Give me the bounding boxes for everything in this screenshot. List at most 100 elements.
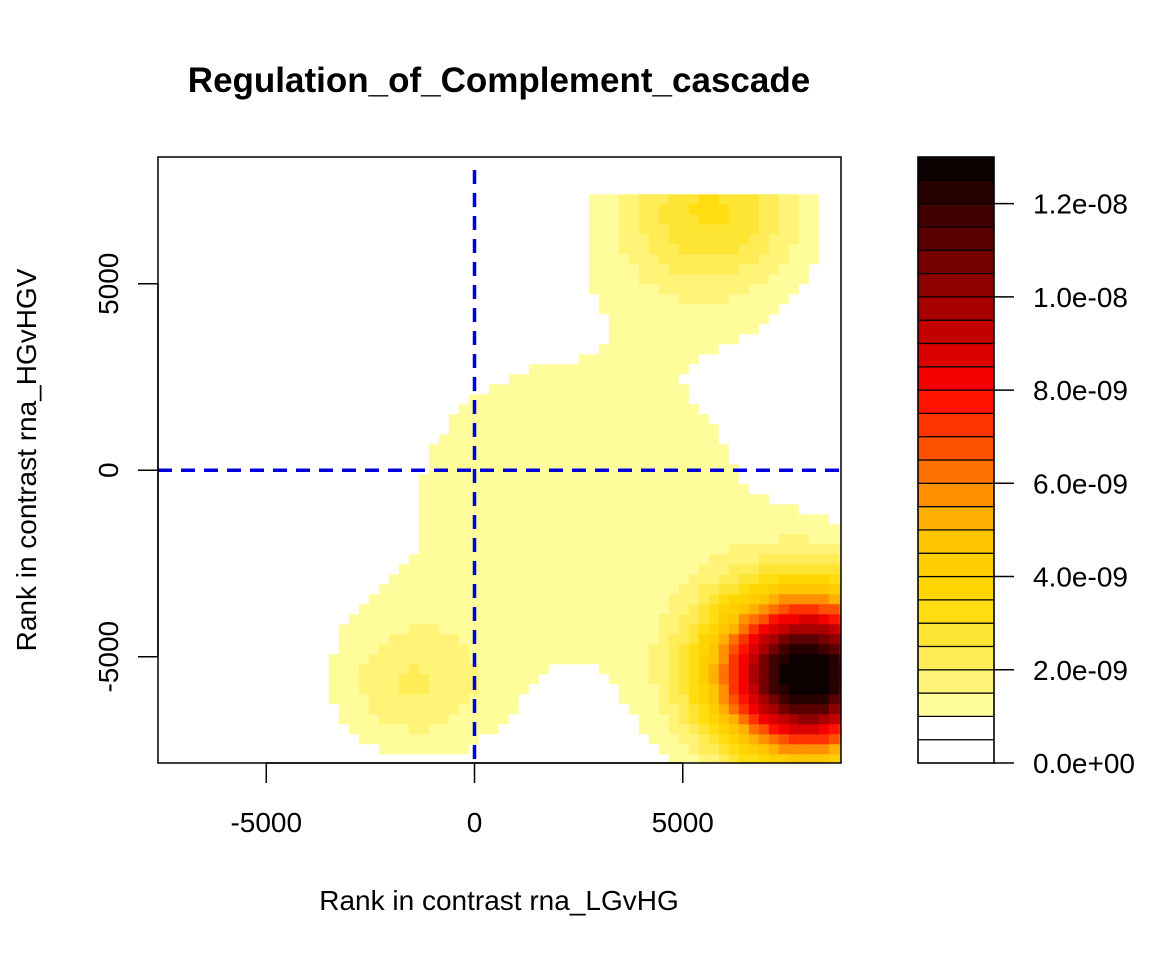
density-cell xyxy=(838,654,841,665)
density-cell xyxy=(658,254,670,265)
density-cell xyxy=(378,534,390,545)
density-cell xyxy=(498,714,510,725)
density-cell xyxy=(618,594,630,605)
density-cell xyxy=(318,514,330,525)
density-cell xyxy=(408,224,420,235)
density-cell xyxy=(518,594,530,605)
density-cell xyxy=(818,454,830,465)
density-cell xyxy=(228,564,240,575)
density-cell xyxy=(408,634,420,645)
density-cell xyxy=(778,744,790,755)
density-cell xyxy=(178,384,190,395)
density-cell xyxy=(558,744,570,755)
density-cell xyxy=(378,684,390,695)
density-cell xyxy=(658,404,670,415)
density-cell xyxy=(568,634,580,645)
density-cell xyxy=(388,544,400,555)
density-cell xyxy=(448,594,460,605)
density-cell xyxy=(818,604,830,615)
density-cell xyxy=(308,694,320,705)
density-cell xyxy=(308,344,320,355)
density-cell xyxy=(638,524,650,535)
density-cell xyxy=(818,304,830,315)
density-cell xyxy=(698,734,710,745)
density-cell xyxy=(438,204,450,215)
density-cell xyxy=(448,264,460,275)
density-cell xyxy=(328,284,340,295)
density-cell xyxy=(698,454,710,465)
density-cell xyxy=(678,654,690,665)
density-cell xyxy=(268,404,280,415)
density-cell xyxy=(628,264,640,275)
colorbar: 0.0e+002.0e-094.0e-096.0e-098.0e-091.0e-… xyxy=(917,156,1135,779)
density-cell xyxy=(448,494,460,505)
density-cell xyxy=(238,434,250,445)
density-cell xyxy=(228,254,240,265)
density-cell xyxy=(598,344,610,355)
density-cell xyxy=(438,454,450,465)
density-cell xyxy=(738,604,750,615)
density-cell xyxy=(518,634,530,645)
density-cell xyxy=(528,354,540,365)
density-cell xyxy=(668,314,680,325)
density-cell xyxy=(438,294,450,305)
density-cell xyxy=(398,734,410,745)
density-cell xyxy=(778,484,790,495)
density-cell xyxy=(788,374,800,385)
density-cell xyxy=(188,484,200,495)
density-cell xyxy=(798,534,810,545)
density-cell xyxy=(378,734,390,745)
density-cell xyxy=(788,394,800,405)
density-cell xyxy=(718,554,730,565)
density-cell xyxy=(668,194,680,205)
density-cell xyxy=(358,224,370,235)
density-cell xyxy=(658,684,670,695)
density-cell xyxy=(518,324,530,335)
density-cell xyxy=(378,454,390,465)
density-cell xyxy=(828,634,840,645)
density-cell xyxy=(248,384,260,395)
density-cell xyxy=(438,534,450,545)
density-cell xyxy=(758,594,770,605)
density-cell xyxy=(208,734,220,745)
density-cell xyxy=(748,384,760,395)
density-cell xyxy=(318,394,330,405)
density-cell xyxy=(548,544,560,555)
density-cell xyxy=(608,754,620,763)
density-cell xyxy=(508,304,520,315)
density-cell xyxy=(558,564,570,575)
density-cell xyxy=(178,494,190,505)
density-cell xyxy=(728,354,740,365)
density-cell xyxy=(428,484,440,495)
density-cell xyxy=(258,494,270,505)
density-cell xyxy=(258,244,270,255)
density-cell xyxy=(608,374,620,385)
density-cell xyxy=(668,334,680,345)
density-cell xyxy=(238,524,250,535)
density-cell xyxy=(618,664,630,675)
density-cell xyxy=(708,434,720,445)
density-cell xyxy=(298,644,310,655)
density-cell xyxy=(278,604,290,615)
density-cell xyxy=(188,674,200,685)
density-cell xyxy=(758,724,770,735)
density-cell xyxy=(818,754,830,763)
density-cell xyxy=(238,354,250,365)
density-cell xyxy=(338,744,350,755)
density-cell xyxy=(218,524,230,535)
density-cell xyxy=(238,404,250,415)
density-cell xyxy=(418,334,430,345)
density-cell xyxy=(758,414,770,425)
density-cell xyxy=(358,504,370,515)
density-cell xyxy=(728,544,740,555)
density-cell xyxy=(728,664,740,675)
density-cell xyxy=(228,244,240,255)
density-cell xyxy=(478,284,490,295)
density-cell xyxy=(708,714,720,725)
density-cell xyxy=(228,374,240,385)
density-cell xyxy=(778,344,790,355)
density-cell xyxy=(208,594,220,605)
density-cell xyxy=(368,644,380,655)
density-cell xyxy=(308,614,320,625)
density-cell xyxy=(198,314,210,325)
